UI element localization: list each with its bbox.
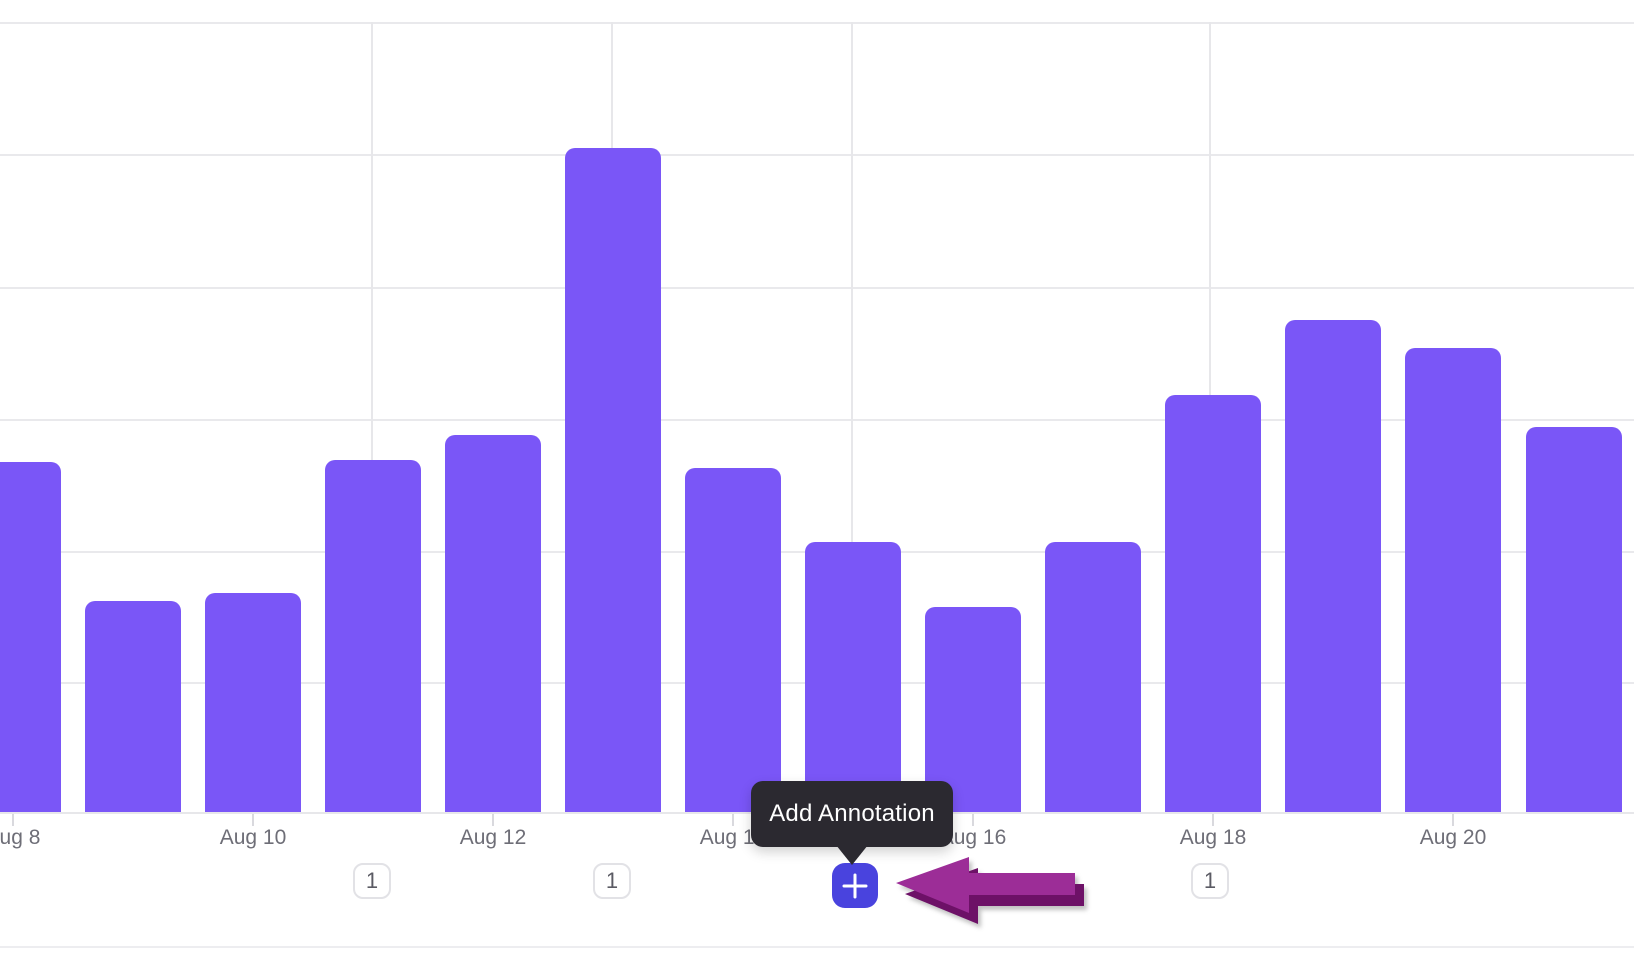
- pointer-arrow: [896, 857, 1084, 924]
- x-axis-tick: [1212, 813, 1214, 826]
- chart-bar[interactable]: [925, 607, 1021, 812]
- x-axis-label: Aug 20: [1419, 826, 1487, 849]
- chart-bar[interactable]: [565, 148, 661, 812]
- tooltip-label: Add Annotation: [769, 800, 935, 827]
- annotation-count-badge[interactable]: 1: [1191, 863, 1229, 899]
- chart-bar[interactable]: [685, 468, 781, 812]
- x-axis-tick: [492, 813, 494, 826]
- x-axis-tick: [252, 813, 254, 826]
- chart-bar[interactable]: [805, 542, 901, 812]
- chart-bar[interactable]: [1526, 427, 1622, 812]
- annotation-count-badge[interactable]: 1: [593, 863, 631, 899]
- chart-bar[interactable]: [445, 435, 541, 812]
- x-axis-tick: [1452, 813, 1454, 826]
- pointer-arrow-body: [896, 857, 1075, 913]
- x-axis-label: Aug 14: [699, 826, 767, 849]
- annotation-day-line: [371, 22, 373, 812]
- chart-bar[interactable]: [1285, 320, 1381, 812]
- annotation-count-badge[interactable]: 1: [353, 863, 391, 899]
- plus-icon: [842, 873, 868, 898]
- add-annotation-tooltip: Add Annotation: [751, 781, 953, 847]
- chart-bar[interactable]: [0, 462, 61, 812]
- chart-bar[interactable]: [1405, 348, 1501, 812]
- chart-bar[interactable]: [1165, 395, 1261, 812]
- horizontal-gridline: [0, 287, 1634, 289]
- chart-bar[interactable]: [1045, 542, 1141, 812]
- horizontal-gridline: [0, 22, 1634, 24]
- x-axis-label: Aug 8: [0, 826, 41, 849]
- horizontal-gridline: [0, 419, 1634, 421]
- chart-bar[interactable]: [85, 601, 181, 812]
- add-annotation-button[interactable]: [832, 863, 878, 908]
- horizontal-gridline: [0, 154, 1634, 156]
- x-axis-label: Aug 16: [939, 826, 1007, 849]
- annotation-day-line: [851, 22, 853, 812]
- tooltip-tail: [836, 845, 868, 865]
- chart-bar[interactable]: [325, 460, 421, 812]
- x-axis-label: Aug 12: [459, 826, 527, 849]
- x-axis-tick: [732, 813, 734, 826]
- x-axis-tick: [12, 813, 14, 826]
- x-axis-label: Aug 18: [1179, 826, 1247, 849]
- chart-bar[interactable]: [205, 593, 301, 812]
- x-axis-tick: [972, 813, 974, 826]
- x-axis-label: Aug 10: [219, 826, 287, 849]
- bottom-separator-line: [0, 946, 1634, 948]
